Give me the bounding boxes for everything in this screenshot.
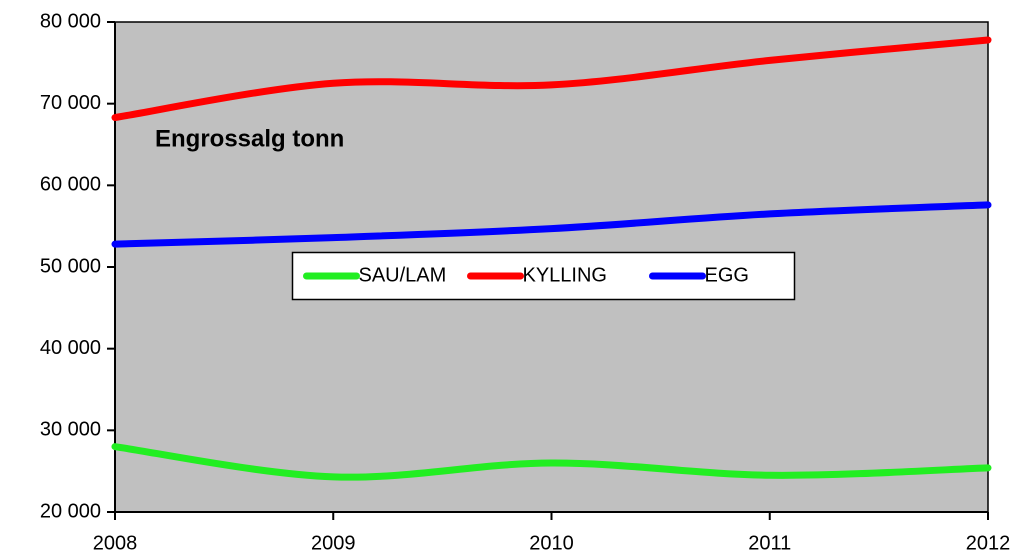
- y-tick-label: 40 000: [40, 337, 101, 359]
- x-tick-label: 2009: [311, 532, 356, 554]
- legend-box: [291, 251, 796, 301]
- series-line: [111, 443, 992, 481]
- legend-label: EGG: [705, 264, 749, 286]
- y-tick-label: 80 000: [40, 10, 101, 32]
- y-tick-label: 20 000: [40, 500, 101, 522]
- y-tick-label: 30 000: [40, 419, 101, 441]
- legend-label: KYLLING: [523, 264, 607, 286]
- x-tick-label: 2011: [748, 532, 791, 554]
- y-tick-label: 50 000: [40, 255, 101, 277]
- chart-title: Engrossalg tonn: [155, 125, 344, 152]
- series-line: [111, 201, 992, 248]
- x-tick-label: 2012: [966, 532, 1011, 554]
- y-tick-label: 70 000: [40, 92, 101, 114]
- y-tick-label: 60 000: [40, 174, 101, 196]
- x-tick-label: 2010: [529, 532, 574, 554]
- x-tick-label: 2008: [93, 532, 138, 554]
- series-line: [111, 36, 992, 122]
- legend-label: SAU/LAM: [359, 264, 447, 286]
